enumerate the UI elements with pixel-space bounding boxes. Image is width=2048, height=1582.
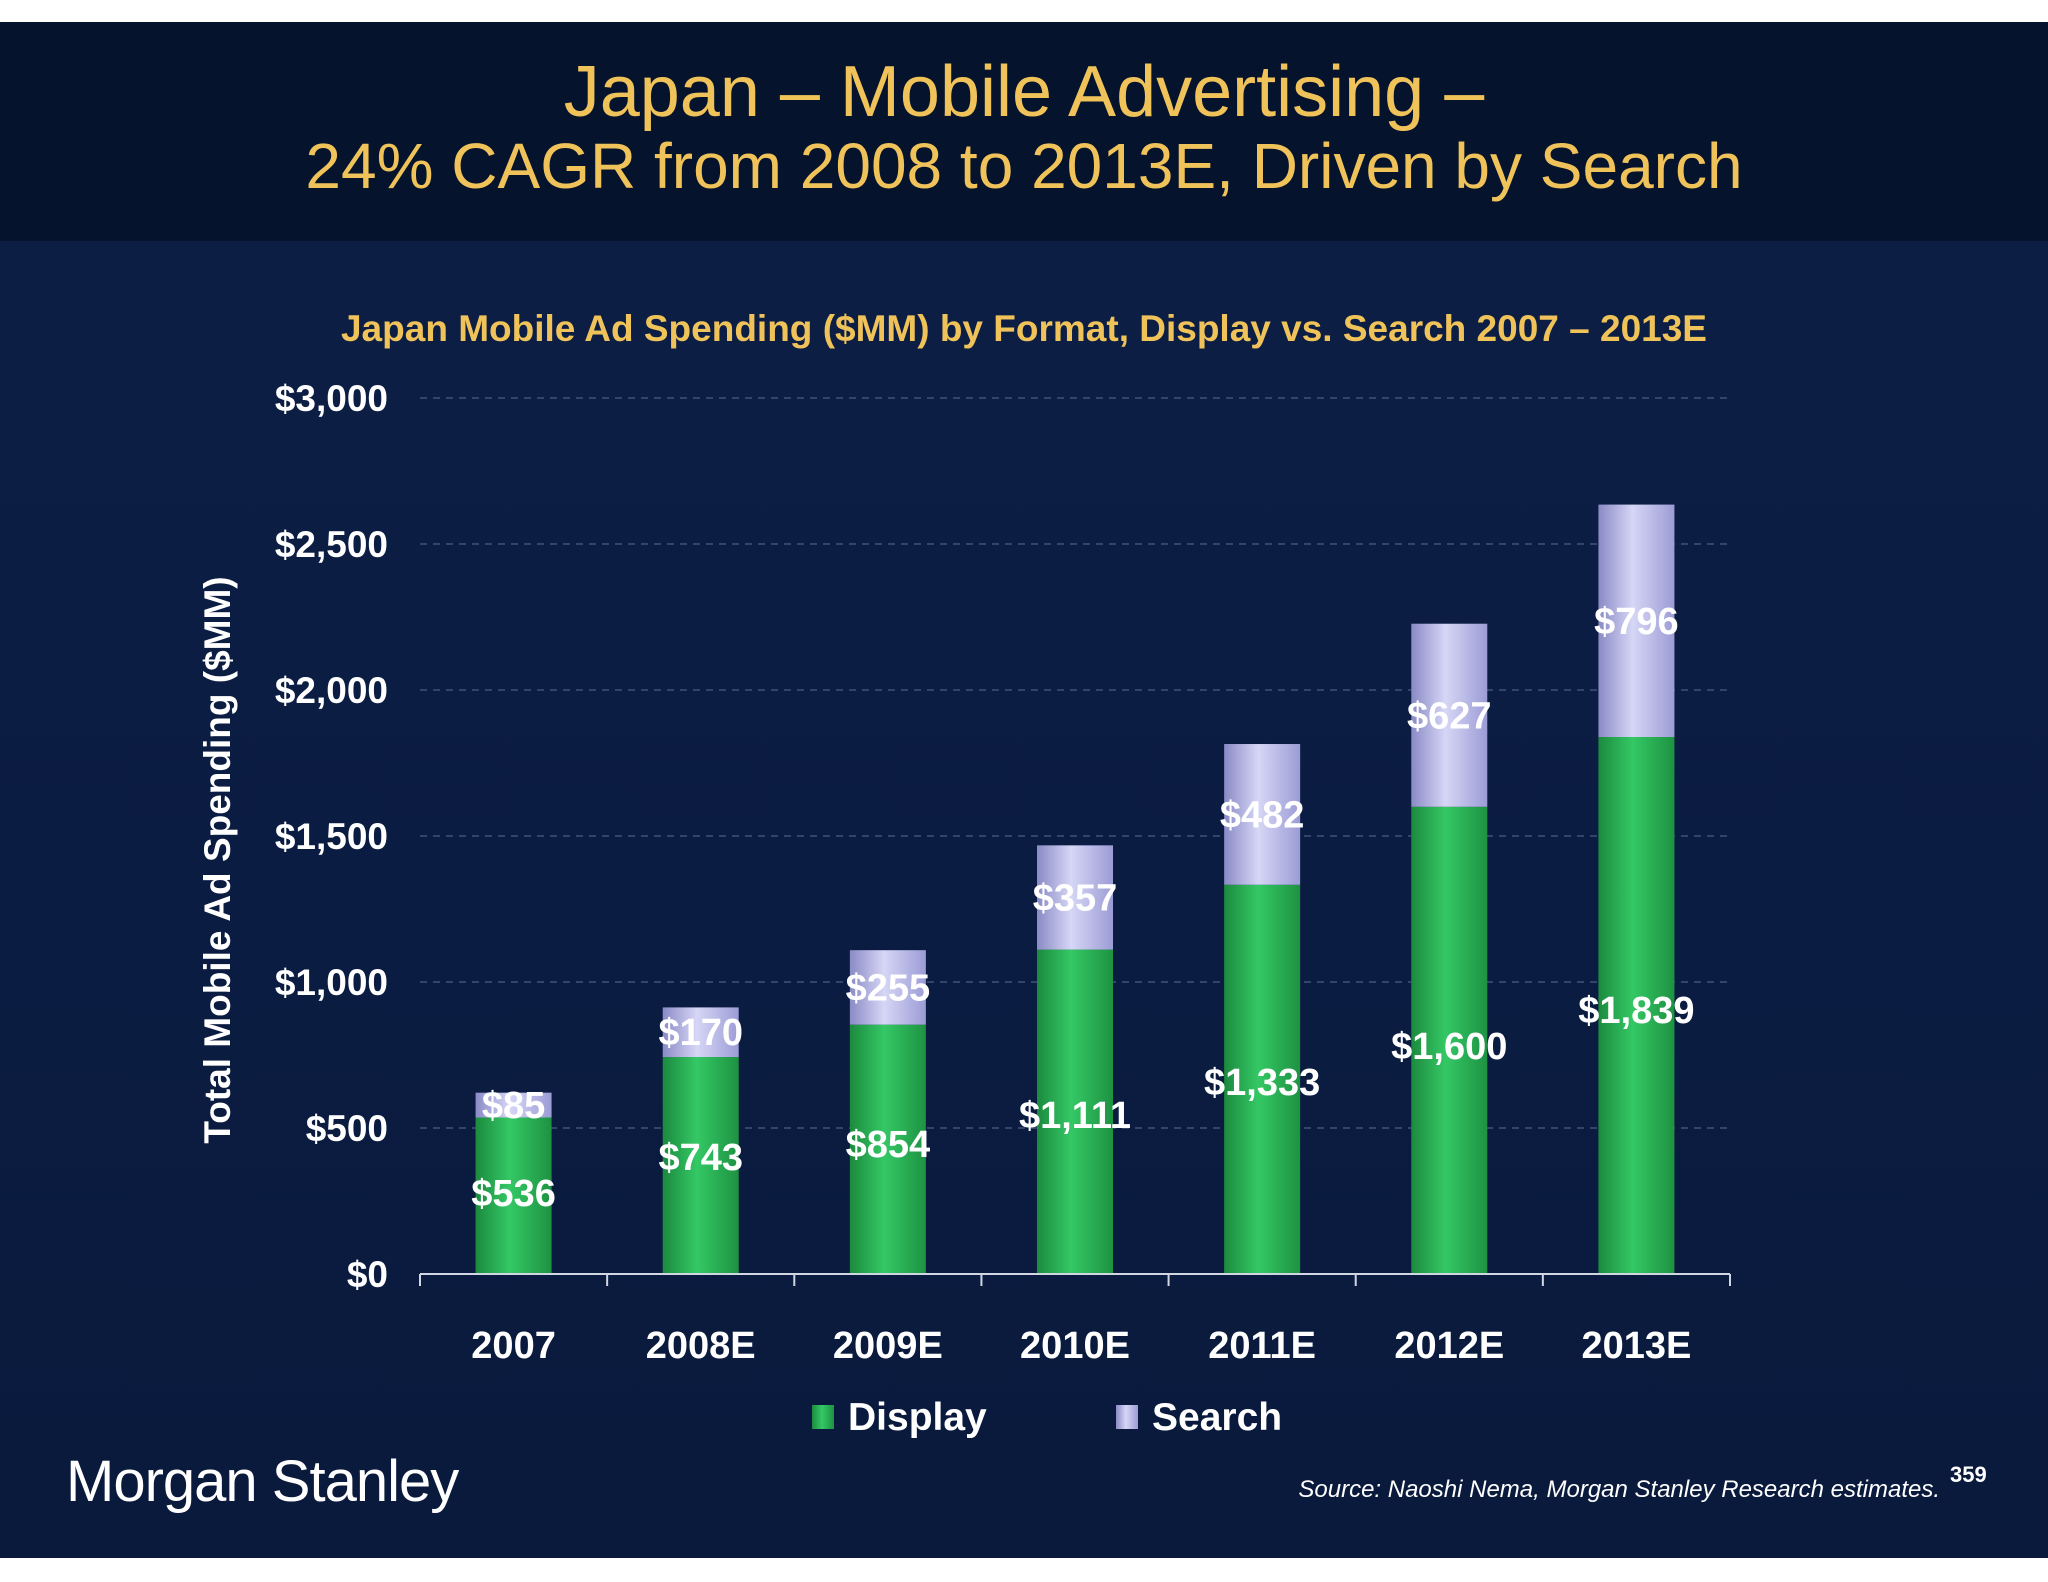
data-label-display: $1,111 — [1019, 1095, 1131, 1137]
slide-background: Japan – Mobile Advertising – 24% CAGR fr… — [0, 22, 2048, 1558]
bar-search-2012E — [1411, 623, 1488, 807]
legend-label-display: Display — [848, 1396, 987, 1439]
y-tick-label: $2,000 — [275, 670, 388, 711]
y-tick-label: $3,000 — [275, 378, 388, 419]
y-axis-label: Total Mobile Ad Spending ($MM) — [197, 576, 238, 1143]
x-axis-ticks: 2007 2008E 2009E 2010E 2011E 2012E 2013E — [471, 1325, 1691, 1367]
x-tick-label: 2011E — [1208, 1325, 1316, 1367]
bars — [475, 504, 1675, 1274]
legend-swatch-display — [812, 1405, 834, 1429]
y-tick-label: $1,500 — [275, 816, 388, 857]
x-axis — [419, 1273, 1731, 1286]
data-label-search: $255 — [846, 967, 931, 1009]
x-tick-label: 2012E — [1394, 1325, 1504, 1367]
stacked-bar-chart: $0 $500 $1,000 $1,500 $2,000 $2,500 $3,000 $53… — [197, 378, 1731, 1439]
data-label-search: $85 — [482, 1085, 545, 1127]
legend-swatch-search — [1116, 1405, 1138, 1429]
data-label-search: $482 — [1220, 794, 1305, 836]
bar-search-2013E — [1598, 504, 1675, 738]
data-label-display: $1,839 — [1578, 990, 1694, 1032]
bar-display-2009E — [849, 1024, 926, 1274]
chart-title: Japan Mobile Ad Spending ($MM) by Format… — [340, 308, 1707, 349]
slide-title: Japan – Mobile Advertising – — [563, 52, 1485, 132]
bar-search-2011E — [1224, 744, 1301, 885]
data-label-display: $536 — [471, 1173, 556, 1215]
x-tick-label: 2008E — [646, 1325, 756, 1367]
x-tick-label: 2013E — [1581, 1325, 1691, 1367]
bar-display-2007 — [475, 1117, 552, 1274]
data-label-search: $170 — [658, 1012, 743, 1054]
slide-subtitle: 24% CAGR from 2008 to 2013E, Driven by S… — [305, 130, 1743, 202]
bar-search-2009E — [849, 950, 926, 1025]
data-label-search: $796 — [1594, 601, 1679, 643]
bar-display-2013E — [1598, 737, 1675, 1274]
data-label-display: $1,333 — [1204, 1062, 1320, 1104]
x-tick-label: 2007 — [471, 1325, 556, 1367]
y-tick-label: $500 — [306, 1108, 388, 1149]
data-label-display: $854 — [846, 1124, 931, 1166]
y-tick-label: $0 — [347, 1254, 388, 1295]
y-tick-label: $2,500 — [275, 524, 388, 565]
data-label-display: $1,600 — [1391, 1026, 1507, 1068]
data-label-display: $743 — [658, 1137, 743, 1179]
legend: Display Search — [812, 1396, 1282, 1439]
bar-search-2007 — [475, 1092, 552, 1118]
bar-display-2008E — [662, 1057, 739, 1274]
bar-display-2012E — [1411, 806, 1488, 1274]
x-tick-label: 2010E — [1020, 1325, 1130, 1367]
data-labels: $536 $85 $743 $170 $854 $255 $1,111 $357 $1,333 $… — [471, 601, 1694, 1215]
y-axis-ticks: $0 $500 $1,000 $1,500 $2,000 $2,500 $3,000 — [275, 378, 388, 1295]
bar-display-2011E — [1224, 884, 1301, 1274]
x-tick-label: 2009E — [833, 1325, 943, 1367]
legend-label-search: Search — [1152, 1396, 1282, 1439]
bar-search-2008E — [662, 1007, 739, 1058]
bar-search-2010E — [1037, 845, 1113, 950]
page-number: 359 — [1950, 1462, 1987, 1487]
data-label-search: $357 — [1033, 877, 1118, 919]
header-band: Japan – Mobile Advertising – 24% CAGR fr… — [0, 22, 2048, 241]
brand-logo: Morgan Stanley — [66, 1449, 459, 1514]
y-tick-label: $1,000 — [275, 962, 388, 1003]
source-note: Source: Naoshi Nema, Morgan Stanley Rese… — [1298, 1476, 1940, 1503]
data-label-search: $627 — [1407, 695, 1492, 737]
bar-display-2010E — [1037, 949, 1113, 1274]
